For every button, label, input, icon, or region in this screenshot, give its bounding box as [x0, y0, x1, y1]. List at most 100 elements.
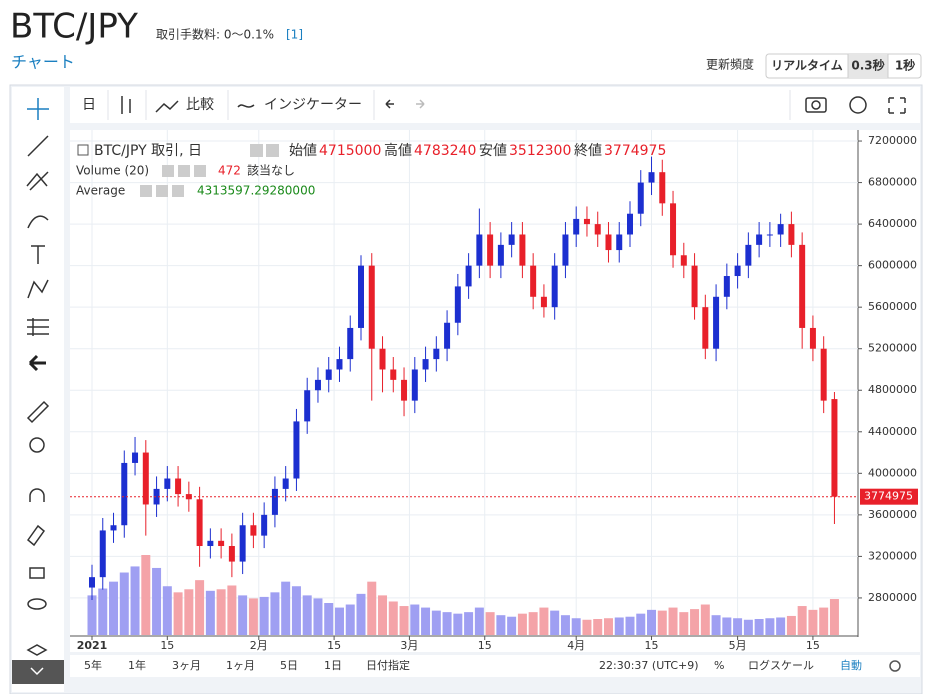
candle-body	[702, 307, 709, 349]
candle-body	[293, 421, 300, 479]
undo-button[interactable]	[385, 99, 394, 109]
range-button[interactable]: 5日	[280, 659, 298, 672]
volume-bar	[647, 609, 657, 635]
volume-bar	[119, 572, 129, 635]
lock-tool[interactable]	[29, 567, 45, 579]
snapshot-button[interactable]	[805, 97, 827, 113]
volume-bar	[722, 617, 732, 635]
snapshot-lens	[811, 100, 821, 110]
legend-title: BTC/JPY 取引, 日	[94, 143, 202, 159]
text-tool[interactable]	[31, 245, 45, 264]
volume-bar	[474, 607, 484, 635]
candle-body	[325, 369, 332, 380]
legend-icon[interactable]	[140, 185, 152, 197]
legend: BTC/JPY 取引, 日 始値 4715000 高値 4783240 安値 3…	[76, 142, 666, 198]
volume-bar	[797, 606, 807, 635]
log-button[interactable]: ログスケール	[748, 658, 814, 672]
refresh-label: 更新頻度	[706, 58, 754, 72]
candle-body	[562, 234, 569, 266]
legend-icon[interactable]	[162, 165, 174, 177]
price-label-box	[860, 488, 918, 505]
redo-button[interactable]	[416, 99, 425, 109]
volume-bar	[442, 612, 452, 635]
percent-button[interactable]: %	[714, 659, 724, 672]
legend-value: 4783240	[414, 143, 476, 159]
lock-draw-tool[interactable]	[26, 524, 46, 547]
volume-bar	[302, 595, 312, 635]
volume-bar	[765, 618, 775, 635]
crosshair-tool[interactable]	[27, 98, 49, 120]
volume-bar	[205, 590, 215, 635]
y-tick-label: 7200000	[868, 134, 917, 147]
pattern-tool[interactable]	[27, 279, 49, 299]
volume-bar	[571, 618, 581, 635]
legend-icon[interactable]	[178, 165, 190, 177]
volume-bar	[754, 619, 764, 635]
candle-body	[648, 172, 655, 183]
auto-button[interactable]: 自動	[840, 658, 862, 672]
candle-body	[121, 462, 128, 526]
y-tick-label: 5600000	[868, 300, 917, 313]
candle-body	[433, 348, 440, 360]
chart-link[interactable]: チャート	[11, 53, 75, 72]
refresh-option[interactable]: リアルタイム	[771, 59, 843, 73]
line-tool[interactable]	[27, 135, 49, 157]
candle-body	[142, 452, 149, 505]
range-button[interactable]: 1ヶ月	[226, 659, 255, 672]
refresh-option[interactable]: 1秒	[895, 58, 915, 73]
range-button[interactable]: 5年	[84, 658, 102, 672]
range-button[interactable]: 3ヶ月	[172, 659, 201, 672]
legend-value: 3774975	[604, 143, 666, 159]
bottom-controls: 5年 1年 3ヶ月 1ヶ月 5日 1日 日付指定 22:30:37 (UTC+9…	[84, 658, 901, 672]
back-tool[interactable]	[28, 354, 46, 372]
volume-bar	[291, 586, 301, 635]
legend-icon[interactable]	[156, 185, 168, 197]
measure-tool[interactable]	[27, 318, 49, 336]
candle-body	[487, 234, 494, 266]
legend-icon[interactable]	[172, 185, 184, 197]
fullscreen-button[interactable]	[888, 97, 906, 114]
volume-bar	[786, 615, 796, 635]
volume-bar	[248, 598, 258, 635]
range-button[interactable]: 日付指定	[366, 658, 410, 672]
legend-icon[interactable]	[194, 165, 206, 177]
layers-tool[interactable]	[26, 644, 48, 656]
candle-type-icon[interactable]	[121, 96, 131, 114]
legend-icon[interactable]	[266, 144, 279, 157]
legend-value: 3512300	[509, 143, 571, 159]
price-label: 3774975	[864, 490, 913, 503]
candle-body	[250, 525, 257, 536]
volume-bar	[496, 615, 506, 635]
compare-button[interactable]: 比較	[186, 97, 214, 113]
visibility-tool[interactable]	[27, 598, 47, 610]
x-tick-label: 15	[160, 639, 174, 652]
y-tick-label: 4800000	[868, 383, 917, 396]
candle-body	[411, 369, 418, 401]
refresh-option[interactable]: 0.3秒	[851, 58, 884, 73]
fee-note[interactable]: [1]	[286, 28, 303, 42]
indicator-button[interactable]: インジケーター	[264, 97, 362, 113]
zoom-tool[interactable]	[29, 437, 45, 453]
volume-bar	[560, 615, 570, 635]
axis-settings[interactable]	[889, 660, 901, 672]
range-button[interactable]: 1年	[128, 658, 146, 672]
candle-body	[465, 265, 472, 287]
y-tick-label: 6000000	[868, 259, 917, 272]
candle-body	[734, 265, 741, 277]
volume-bar	[410, 604, 420, 635]
interval-button[interactable]: 日	[82, 97, 96, 113]
volume-bar	[539, 607, 549, 635]
legend-collapse[interactable]	[77, 144, 89, 156]
candle-body	[379, 348, 386, 370]
legend-label: 安値	[479, 143, 507, 159]
candle-body	[723, 276, 730, 297]
volume-bar	[399, 606, 409, 635]
magnet-tool[interactable]	[29, 488, 45, 502]
legend-icon[interactable]	[250, 144, 263, 157]
fib-tool[interactable]	[26, 171, 49, 191]
range-button[interactable]: 1日	[324, 659, 342, 672]
volume-bar	[582, 619, 592, 635]
settings-button[interactable]	[849, 96, 867, 114]
brush-tool[interactable]	[27, 215, 49, 229]
ruler-tool[interactable]	[26, 400, 50, 424]
